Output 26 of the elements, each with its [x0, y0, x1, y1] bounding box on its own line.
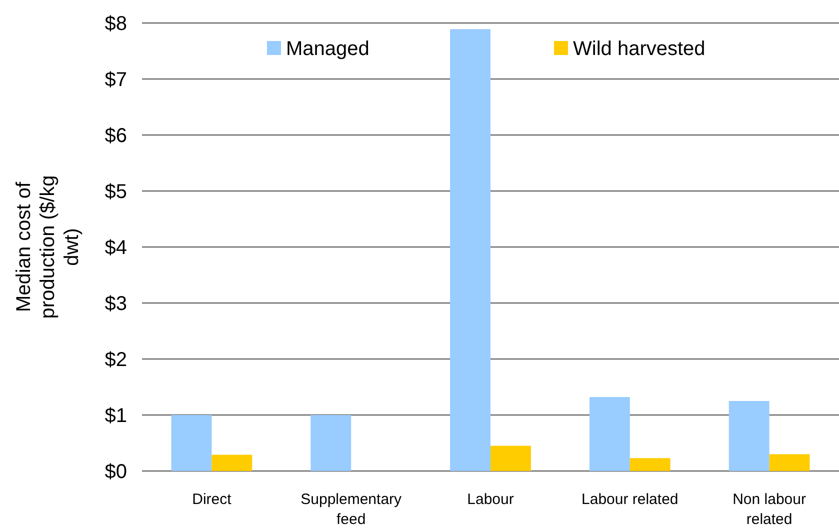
bar [630, 458, 670, 471]
bar [310, 415, 352, 471]
bar [450, 29, 490, 471]
y-tick-label: $0 [104, 461, 127, 483]
y-tick-label: $3 [104, 293, 127, 315]
legend-label: Managed [286, 38, 370, 60]
x-tick-label: Supplementary feed [300, 491, 402, 528]
legend-label: Wild harvested [573, 38, 706, 60]
y-tick-label: $6 [104, 125, 127, 147]
y-tick-label: $7 [104, 69, 127, 91]
bar [589, 397, 630, 471]
x-tick-label: Direct [192, 491, 232, 508]
y-tick-label: $4 [104, 237, 127, 259]
y-tick-label: $1 [104, 405, 127, 427]
y-tick-label: $8 [104, 13, 127, 35]
bar [769, 454, 810, 471]
y-axis-title: Median cost of production ($/kg dwt) [13, 175, 83, 319]
bar [490, 446, 531, 471]
x-tick-label: Labour related [582, 491, 678, 508]
y-tick-label: $2 [104, 349, 127, 371]
bar [171, 415, 212, 471]
bar [728, 401, 770, 471]
y-tick-label: $5 [104, 181, 127, 203]
x-tick-label: Labour [467, 491, 514, 508]
bar [212, 454, 252, 471]
x-tick-label: Non labour related [732, 491, 806, 528]
